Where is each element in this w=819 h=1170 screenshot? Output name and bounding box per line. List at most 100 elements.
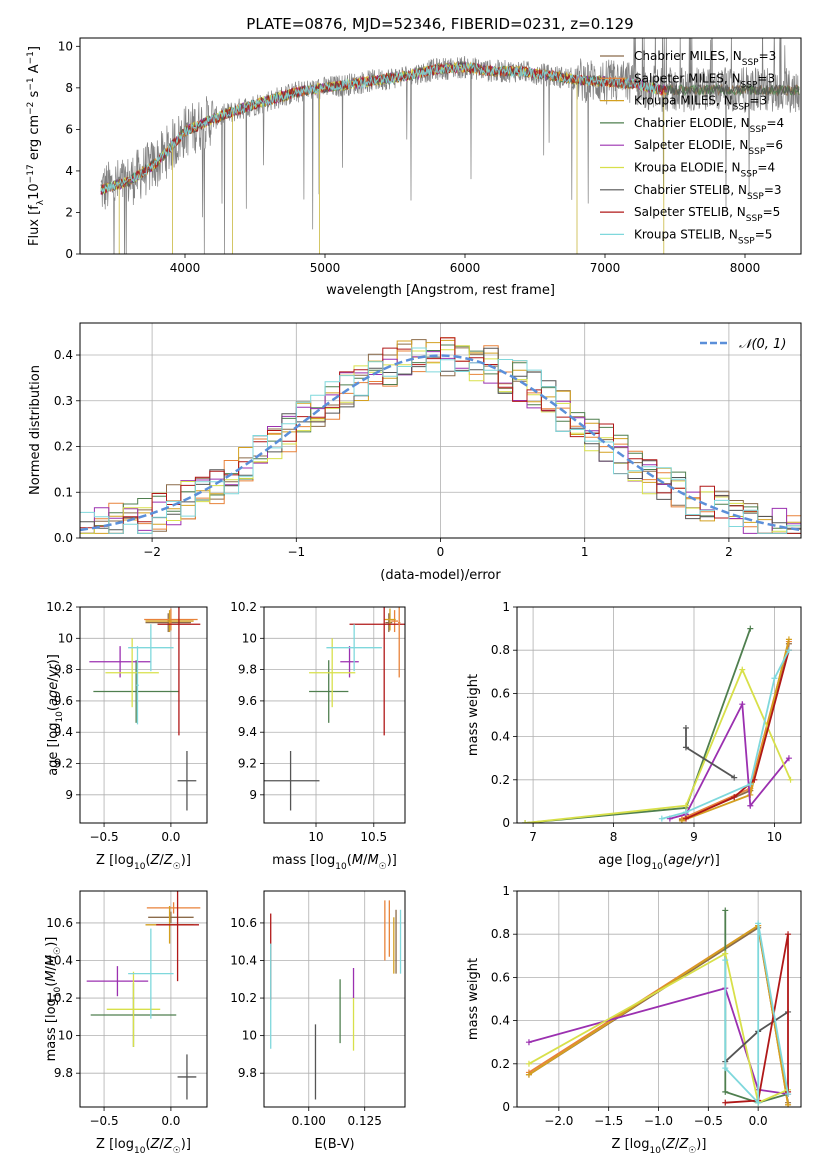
plot-area: [86, 891, 201, 1100]
y-tick-label: 10.2: [46, 991, 73, 1005]
legend-label: Chabrier STELIB, NSSP=3: [634, 183, 782, 202]
x-tick-label: 10.5: [360, 830, 387, 844]
mass-weight-marker: [751, 776, 758, 783]
mass-weight-marker: [785, 755, 792, 762]
mass-weight-marker: [722, 1088, 729, 1095]
residual-histogram-step: [80, 337, 801, 534]
x-tick-label: 9: [690, 830, 698, 844]
weight_vs_age-chart: 7 8 9 10 0 0.2 0.4 0.6 0.8 1 age [log10(age/yr)] ma…: [466, 600, 802, 872]
mass-weight-marker: [739, 701, 746, 708]
y-tick-label: 0.2: [54, 440, 73, 454]
y-tick-label: 0: [502, 816, 510, 830]
x-axis-label: Z [log10(Z/Z☉)]: [96, 1137, 191, 1156]
y-tick-label: 1: [502, 884, 510, 898]
legend-label: Kroupa MILES, NSSP=3: [634, 94, 767, 113]
x-tick-label: 10: [308, 830, 323, 844]
axes-frame: [263, 890, 406, 1108]
plot-area: [522, 625, 794, 823]
spectrum-chart: 4000 5000 6000 7000 8000 0 2 4 6 8 10 wavelength [A…: [26, 37, 802, 298]
mass-weight-line: [681, 639, 790, 822]
x-tick-label: −2: [143, 545, 161, 559]
mass_vs_EBV-chart: 0.100 0.125 9.8 10 10.2 10.4 10.6 E(B-V): [230, 890, 406, 1152]
mass-weight-marker: [722, 1099, 729, 1106]
residuals-chart: −2 −1 0 1 2 0.0 0.1 0.2 0.3 0.4 (data-model)/error…: [28, 322, 802, 583]
x-tick-label: 0.0: [161, 830, 180, 844]
mass_vs_Z-chart: −0.5 0.0 9.8 10 10.2 10.4 10.6 Z [log10(Z/Z☉)] m…: [44, 890, 208, 1156]
y-tick-label: 10: [242, 1029, 257, 1043]
x-tick-label: 7: [529, 830, 537, 844]
mass-weight-line: [685, 649, 790, 820]
x-tick-label: 1: [581, 545, 589, 559]
age_vs_mass-chart: 10 10.5 9 9.2 9.4 9.6 9.8 10 10.2 mass [log10(M/M…: [230, 600, 406, 872]
x-axis-label: (data-model)/error: [380, 568, 501, 583]
mass-weight-marker: [658, 815, 665, 822]
y-axis-label: Flux [fλ10−17 erg cm−2 s−1 A−1]: [26, 46, 46, 246]
x-tick-label: 4000: [170, 261, 201, 275]
mass-weight-line: [528, 987, 789, 1095]
y-tick-label: 10.2: [230, 991, 257, 1005]
y-tick-label: 9.8: [238, 663, 257, 677]
x-tick-label: 0.125: [348, 1114, 382, 1128]
mass-weight-line: [724, 923, 789, 1105]
mass-weight-line: [528, 952, 789, 1104]
x-tick-label: 7000: [590, 261, 621, 275]
figure-title: PLATE=0876, MJD=52346, FIBERID=0231, z=0…: [246, 15, 633, 33]
mass-weight-marker: [682, 815, 689, 822]
gaussian-curve: [80, 354, 801, 532]
mass-weight-line: [724, 910, 789, 1104]
y-tick-label: 0: [65, 247, 73, 261]
y-tick-label: 9.4: [238, 725, 257, 739]
y-tick-label: 9.8: [238, 1066, 257, 1080]
x-tick-label: 8: [610, 830, 618, 844]
mass-weight-marker: [522, 820, 529, 823]
x-tick-label: 0.0: [749, 1114, 768, 1128]
y-tick-label: 0.4: [54, 348, 73, 362]
x-tick-label: 6000: [450, 261, 481, 275]
model-spectrum-line: [100, 61, 659, 193]
plot-area: [89, 607, 201, 811]
x-tick-label: 0.100: [292, 1114, 326, 1128]
plot-area: [270, 900, 402, 1100]
y-tick-label: 10.2: [46, 600, 73, 614]
y-tick-label: 10.4: [230, 953, 257, 967]
y-axis-label: mass [log10(M/M☉)]: [44, 937, 63, 1062]
y-tick-label: 2: [65, 205, 73, 219]
y-tick-label: 9.8: [54, 663, 73, 677]
y-axis-label: Normed distribution: [28, 365, 43, 495]
age_vs_Z-chart: −0.5 0.0 9 9.2 9.4 9.6 9.8 10 10.2 Z [log10(Z/Z☉)…: [46, 600, 208, 872]
y-tick-label: 10.6: [46, 916, 73, 930]
x-axis-label: wavelength [Angstrom, rest frame]: [326, 283, 555, 298]
weight_vs_Z-chart: −2.0 −1.5 −1.0 −0.5 0.0 0 0.2 0.4 0.6 0.8 1 Z [log1…: [466, 884, 802, 1156]
mass-weight-marker: [722, 1065, 729, 1072]
axes-frame: [79, 322, 802, 539]
y-axis-label: age [log10(age/yr)]: [46, 654, 65, 776]
mass-weight-line: [524, 667, 792, 823]
axes-frame: [516, 606, 802, 824]
y-tick-label: 10.2: [230, 600, 257, 614]
x-tick-label: 2: [725, 545, 733, 559]
mass-weight-marker: [787, 776, 794, 783]
x-tick-label: −2.0: [544, 1114, 573, 1128]
axes-frame: [79, 606, 208, 824]
y-tick-label: 8: [65, 81, 73, 95]
mass-weight-marker: [747, 625, 754, 632]
x-tick-label: −0.5: [89, 1114, 118, 1128]
y-tick-label: 0.8: [491, 643, 510, 657]
mass-weight-line: [524, 628, 752, 823]
x-tick-label: −0.5: [89, 830, 118, 844]
mass-weight-marker: [525, 1039, 532, 1046]
x-tick-label: 0.0: [161, 1114, 180, 1128]
x-axis-label: E(B-V): [314, 1137, 354, 1152]
mass-weight-marker: [682, 724, 689, 731]
y-tick-label: 0.2: [491, 773, 510, 787]
legend-label: Kroupa STELIB, NSSP=5: [634, 227, 772, 246]
x-axis-label: mass [log10(M/M☉)]: [272, 853, 397, 872]
legend-label: Chabrier MILES, NSSP=3: [634, 49, 776, 68]
y-tick-label: 9.2: [54, 757, 73, 771]
mass-weight-marker: [731, 774, 738, 781]
y-tick-label: 10: [242, 631, 257, 645]
plot-area: [264, 607, 405, 811]
mass-weight-marker: [682, 744, 689, 751]
x-tick-label: 0: [437, 545, 445, 559]
